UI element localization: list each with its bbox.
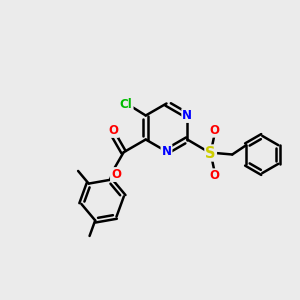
Text: O: O [209, 124, 219, 137]
Text: Cl: Cl [120, 98, 133, 111]
Text: O: O [111, 168, 121, 181]
Text: N: N [182, 109, 192, 122]
Text: S: S [206, 146, 216, 160]
Text: O: O [108, 124, 118, 137]
Text: N: N [161, 145, 172, 158]
Text: O: O [209, 169, 219, 182]
